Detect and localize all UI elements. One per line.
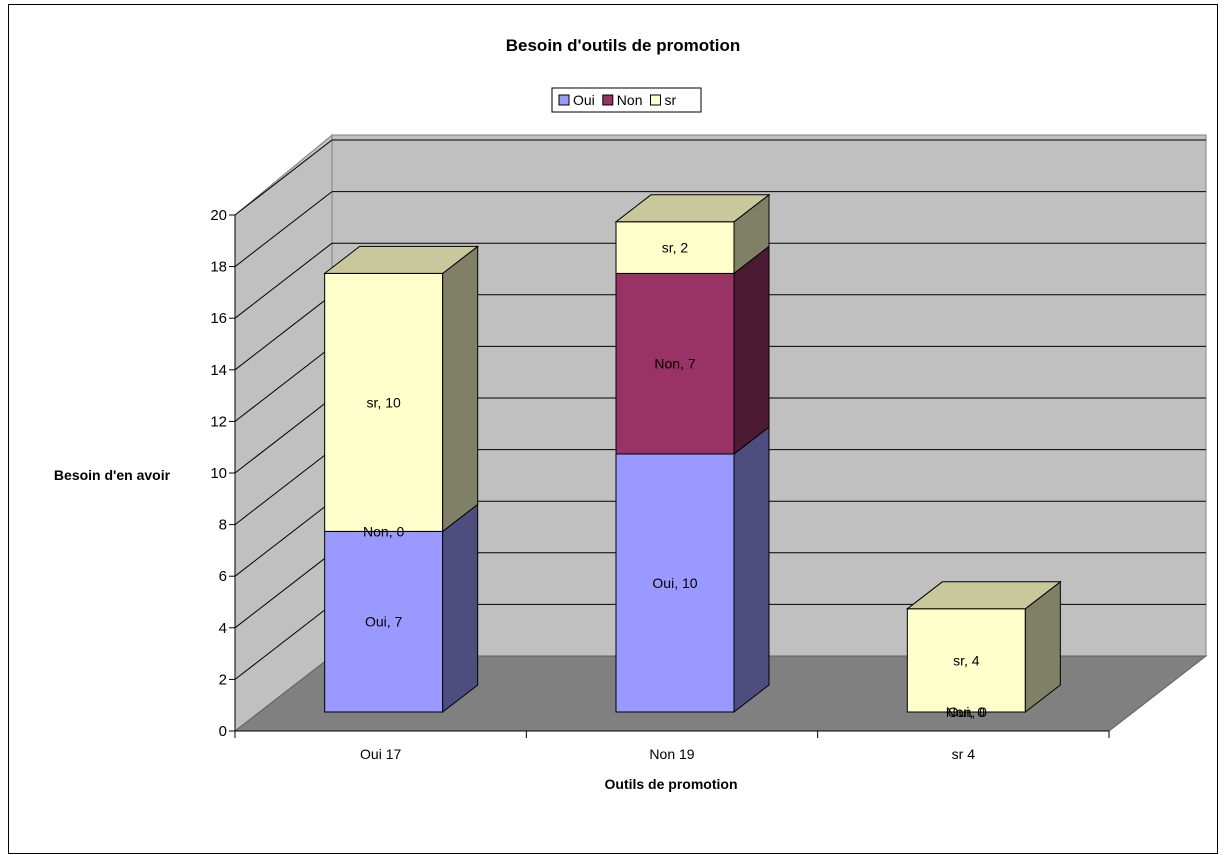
bar-top-sr: [323, 245, 480, 274]
y-tick-label: 12: [210, 413, 227, 430]
bar-side-non: [733, 245, 770, 456]
chart-frame: 0 2 4 6 8 10 12 14 16 18 20 Oui 17 Non 19 sr 4 Oui, 7…: [8, 4, 1218, 854]
x-axis-title: Outils de promotion: [605, 776, 738, 792]
bar-side-sr: [442, 245, 479, 533]
bar-front-sr: [906, 608, 1026, 713]
x-tick-label: Non 19: [649, 746, 694, 762]
y-tick-label: 6: [219, 568, 227, 585]
chart-axes: 0 2 4 6 8 10 12 14 16 18 20 Oui 17 Non 19 sr 4: [210, 207, 1110, 762]
chart-bars: [323, 193, 1062, 714]
data-label-non: Non, 0: [363, 523, 404, 539]
data-label-oui: Oui, 10: [652, 575, 697, 591]
gridline-diagonal: [234, 242, 333, 319]
y-tick-label: 14: [210, 362, 227, 379]
gridline-diagonal: [234, 139, 333, 216]
y-tick-label: 20: [210, 207, 227, 224]
chart-legend: Oui Non sr: [551, 87, 702, 113]
legend-swatch-oui: [558, 94, 570, 106]
legend-entry-sr: sr: [664, 92, 676, 108]
bar-front-oui: [615, 453, 735, 713]
gridline-diagonal: [234, 552, 333, 629]
chart-data-labels: Oui, 7 Non, 0 sr, 10 Oui, 10 Non, 7 sr, 2 Oui,…: [363, 240, 987, 720]
y-tick-label: 2: [219, 671, 227, 688]
legend-swatch-non: [602, 94, 614, 106]
data-label-oui: Oui, 0: [948, 704, 986, 720]
data-label-sr: sr, 10: [367, 394, 401, 410]
bar-front-non: [615, 272, 735, 455]
gridline-diagonal: [234, 346, 333, 422]
data-label-non: Non, 0: [946, 704, 987, 720]
x-tick-label: sr 4: [952, 746, 976, 762]
legend-entry-non: Non: [617, 92, 643, 108]
y-tick-label: 10: [210, 465, 227, 482]
bar-top-sr: [905, 581, 1062, 610]
x-tick-label: Oui 17: [360, 746, 401, 762]
bar-front-sr: [324, 272, 444, 532]
gridline-diagonal: [234, 294, 333, 371]
gridline-diagonal: [234, 397, 333, 474]
chart-svg: 0 2 4 6 8 10 12 14 16 18 20 Oui 17 Non 19 sr 4 Oui, 7…: [54, 36, 1208, 792]
bar-front-oui: [324, 530, 444, 713]
bar-side-oui: [733, 425, 770, 714]
data-label-sr: sr, 2: [662, 240, 689, 256]
bar-top-sr: [614, 194, 771, 223]
legend-box: [551, 87, 702, 113]
y-tick-label: 18: [210, 259, 227, 276]
gridline-diagonal: [234, 500, 333, 577]
gridline-diagonal: [234, 191, 333, 267]
legend-entry-oui: Oui: [573, 92, 595, 108]
chart-title: Besoin d'outils de promotion: [506, 36, 740, 55]
data-label-non: Non, 7: [654, 356, 695, 372]
y-axis-title: Besoin d'en avoir: [54, 467, 171, 483]
gridline-diagonal: [234, 449, 333, 525]
y-tick-label: 8: [219, 517, 227, 534]
y-tick-label: 4: [219, 620, 227, 637]
gridline-diagonal: [234, 604, 333, 680]
data-label-oui: Oui, 7: [365, 614, 403, 630]
y-tick-label: 16: [210, 310, 227, 327]
data-label-sr: sr, 4: [953, 652, 980, 668]
bar-side-oui: [442, 503, 479, 714]
legend-swatch-sr: [649, 94, 661, 106]
y-tick-label: 0: [219, 723, 227, 740]
